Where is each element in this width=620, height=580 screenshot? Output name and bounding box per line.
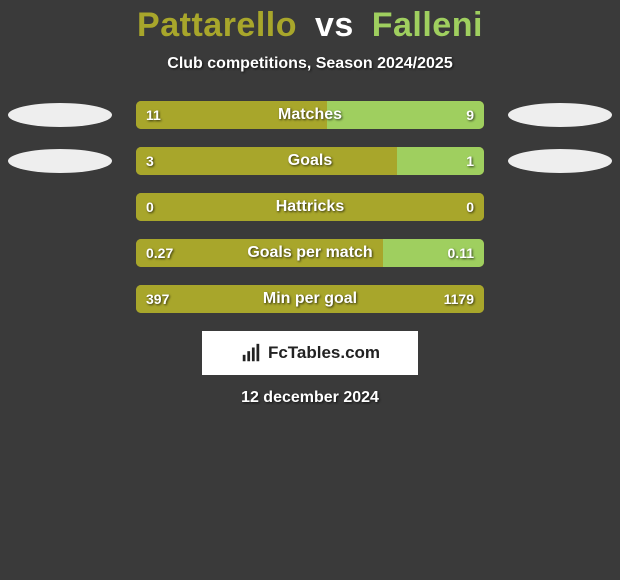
bar-chart-icon [240,342,262,364]
title-vs: vs [315,6,354,44]
title: Pattarello vs Falleni [0,6,620,45]
left-team-badge [8,149,112,173]
bar-segment-right [383,239,484,267]
right-team-badge [508,103,612,127]
subtitle: Club competitions, Season 2024/2025 [0,55,620,73]
bar-segment-left [136,147,397,175]
stats-rows: Matches119 Goals31 Hattricks00 Goals per ma… [0,101,620,313]
bar-segment-left [136,101,327,129]
stat-row: Min per goal3971179 [0,285,620,313]
stat-bar: Goals per match0.270.11 [136,239,484,267]
stat-row: Goals per match0.270.11 [0,239,620,267]
stat-row: Goals31 [0,147,620,175]
title-player1: Pattarello [137,6,297,44]
stat-bar: Min per goal3971179 [136,285,484,313]
stat-row: Matches119 [0,101,620,129]
stat-bar: Matches119 [136,101,484,129]
stat-bar: Goals31 [136,147,484,175]
date-label: 12 december 2024 [0,389,620,407]
bar-segment-left [136,193,484,221]
brand-text: FcTables.com [268,343,380,363]
title-player2: Falleni [372,6,483,44]
right-team-badge [508,149,612,173]
stat-row: Hattricks00 [0,193,620,221]
comparison-widget: Pattarello vs Falleni Club competitions,… [0,0,620,407]
bar-segment-left [136,239,383,267]
stat-bar: Hattricks00 [136,193,484,221]
bar-segment-right [397,147,484,175]
brand-box[interactable]: FcTables.com [202,331,418,375]
bar-segment-left [136,285,484,313]
bar-segment-right [327,101,484,129]
left-team-badge [8,103,112,127]
